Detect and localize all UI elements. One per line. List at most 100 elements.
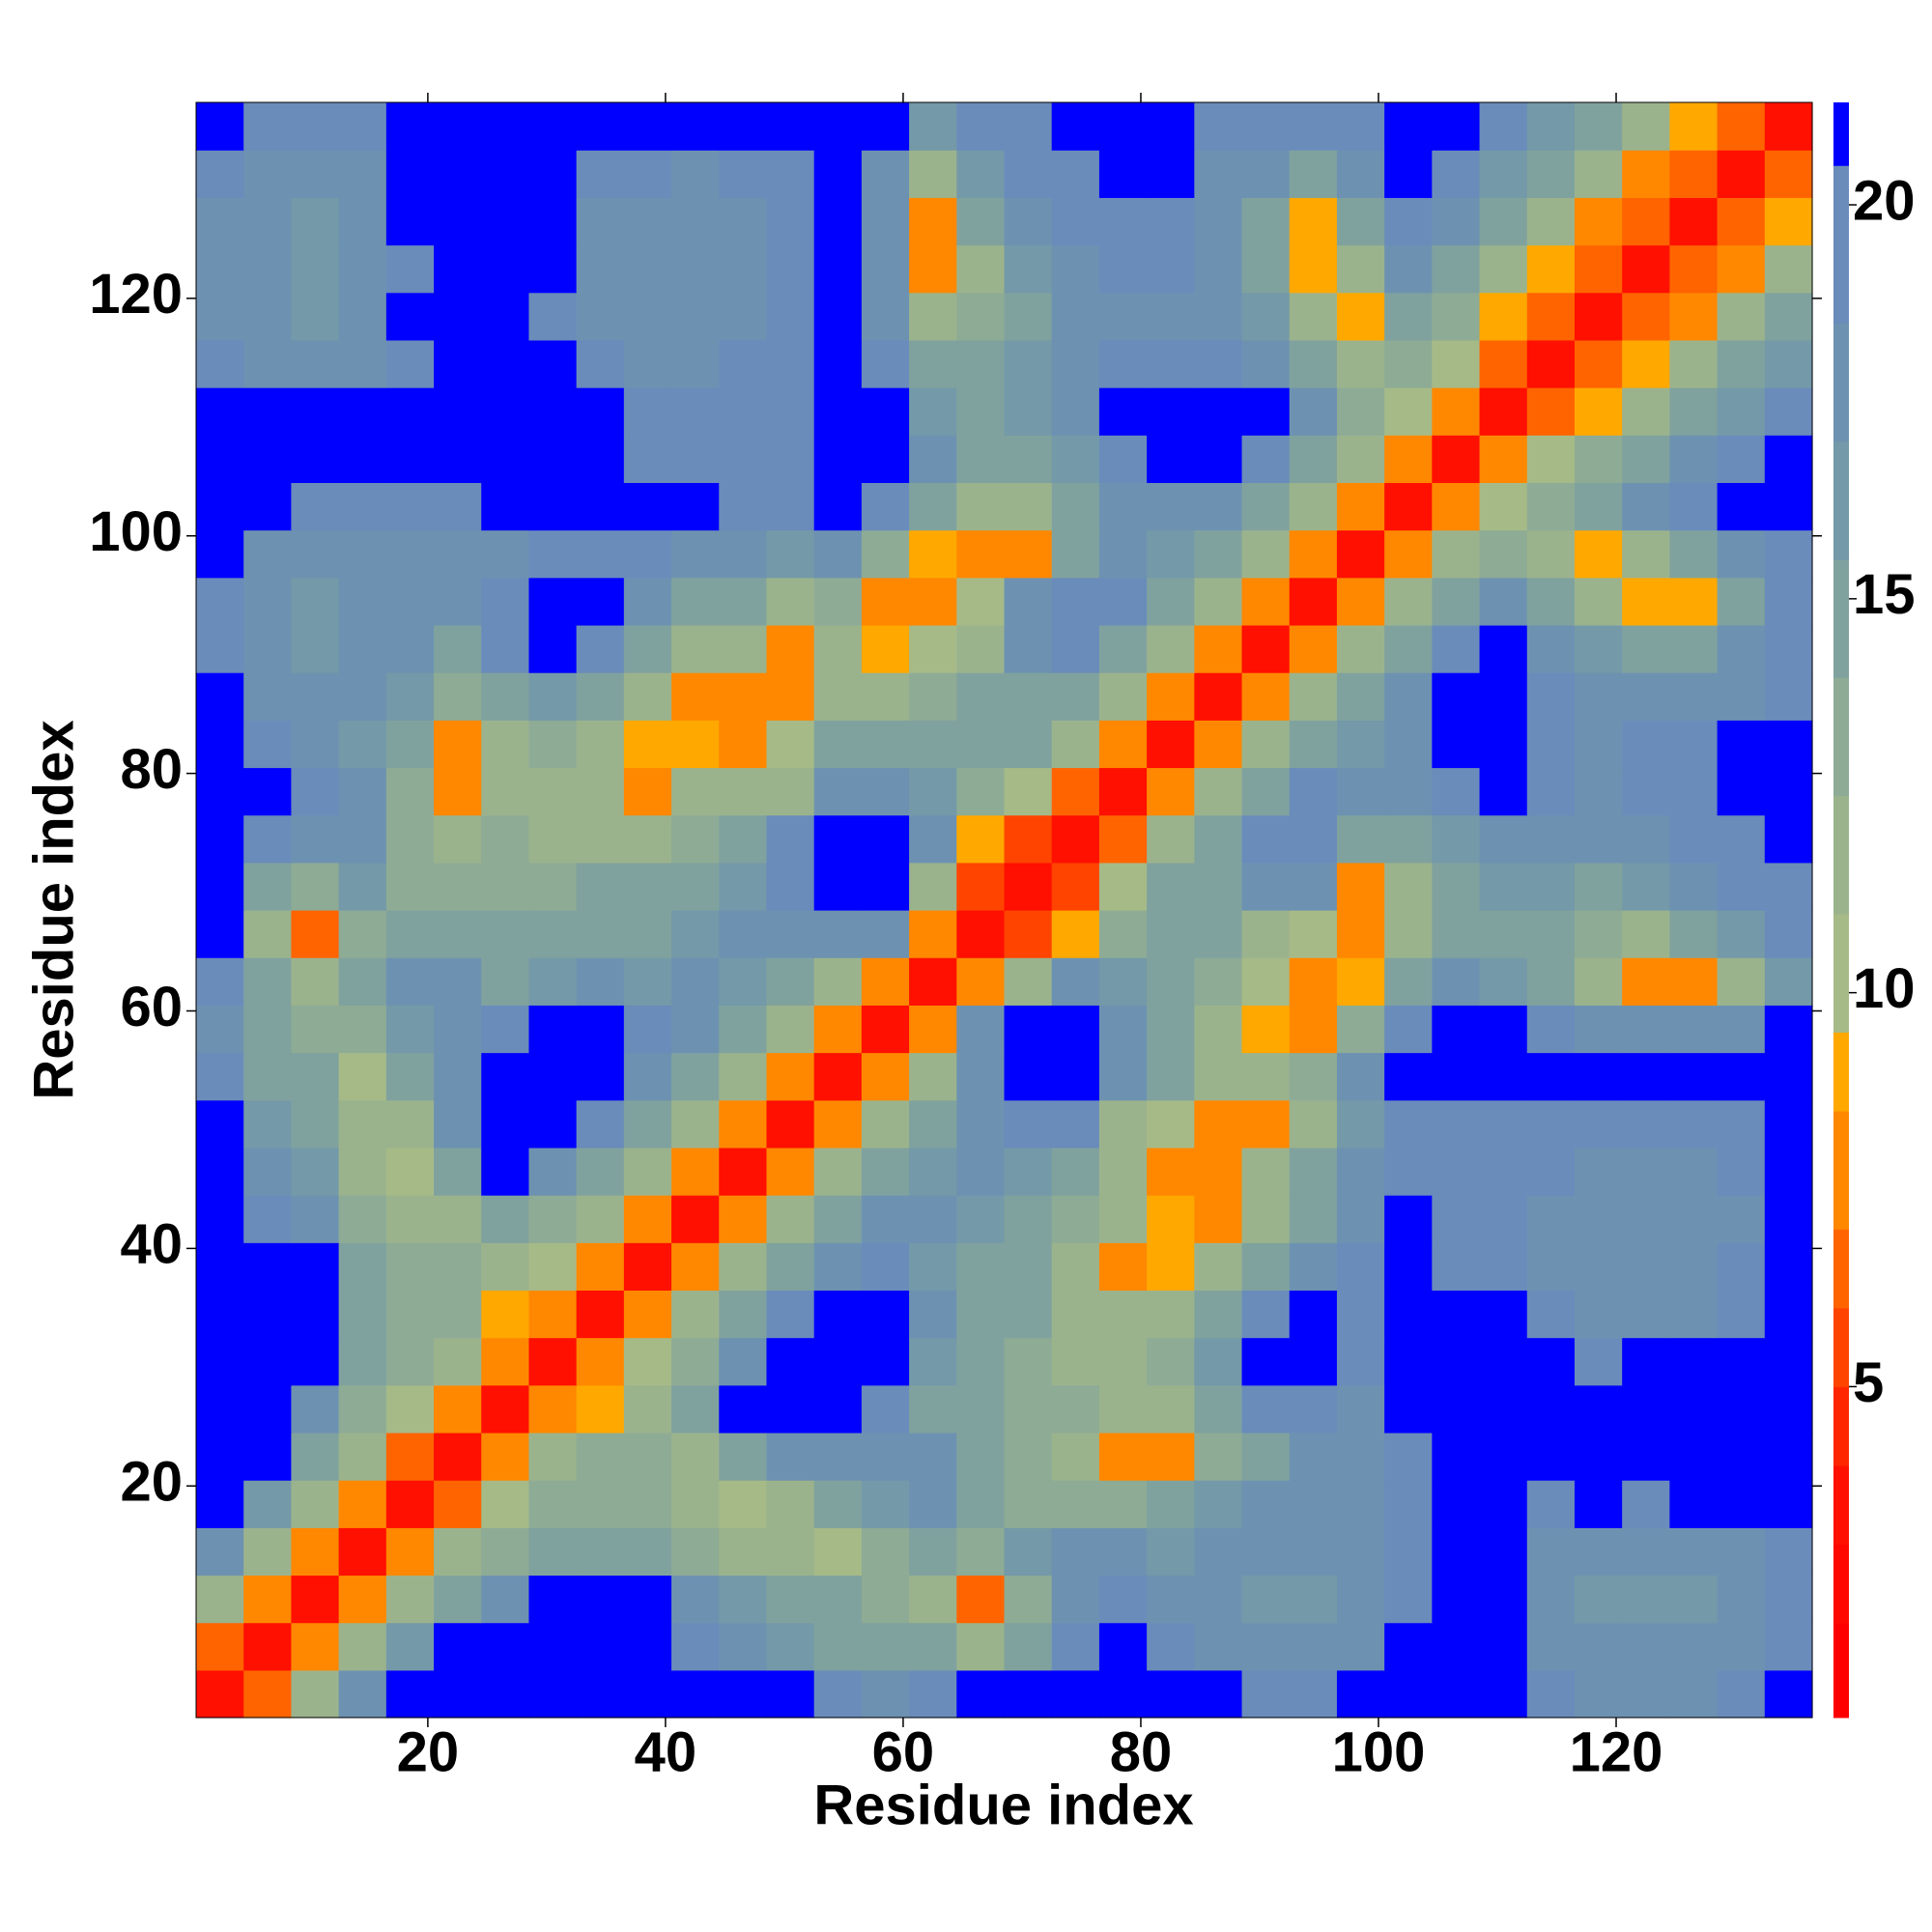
heatmap-cell — [528, 197, 578, 246]
heatmap-cell — [1194, 1147, 1243, 1196]
heatmap-cell — [1669, 1290, 1719, 1339]
heatmap-cell — [1432, 339, 1481, 388]
heatmap-cell — [481, 1432, 530, 1481]
heatmap-cell — [434, 814, 482, 864]
heatmap-cell — [1432, 1575, 1481, 1624]
heatmap-cell — [385, 292, 435, 341]
heatmap-cell — [909, 529, 957, 579]
heatmap-cell — [1194, 1622, 1243, 1671]
heatmap-cell — [1669, 1480, 1719, 1528]
heatmap-cell — [1479, 387, 1528, 436]
heatmap-cell — [623, 1669, 672, 1719]
heatmap-cell — [623, 1575, 672, 1624]
heatmap-cell — [1526, 1432, 1576, 1481]
heatmap-cell — [861, 1005, 910, 1054]
heatmap-cell — [338, 1432, 387, 1481]
x-tick-label: 60 — [872, 1720, 935, 1783]
heatmap-cell — [528, 862, 578, 911]
heatmap-cell — [956, 1575, 1006, 1624]
heatmap-cell — [1717, 1669, 1766, 1719]
heatmap-cell — [196, 1099, 244, 1149]
heatmap-cell — [1479, 1480, 1528, 1528]
heatmap-cell — [861, 482, 910, 531]
heatmap-cell — [1098, 1480, 1148, 1528]
heatmap-cell — [1574, 1622, 1623, 1671]
heatmap-cell — [1479, 1242, 1528, 1292]
heatmap-cell — [1336, 339, 1385, 388]
heatmap-cell — [1241, 1147, 1291, 1196]
heatmap-cell — [1669, 1052, 1719, 1101]
heatmap-cell — [1241, 1099, 1291, 1149]
heatmap-cell — [291, 197, 340, 246]
heatmap-cell — [1526, 150, 1576, 198]
heatmap-cell — [434, 1147, 482, 1196]
heatmap-cell — [528, 150, 578, 198]
heatmap-cell — [1051, 1575, 1100, 1624]
heatmap-cell — [671, 387, 720, 436]
heatmap-cell — [861, 529, 910, 579]
heatmap-cell — [1147, 339, 1195, 388]
heatmap-cell — [1384, 910, 1433, 958]
heatmap-cell — [1336, 1099, 1385, 1149]
heatmap-cell — [1051, 387, 1100, 436]
heatmap-cell — [1051, 862, 1100, 911]
heatmap-cell — [1289, 1669, 1338, 1719]
heatmap-cell — [623, 1527, 672, 1577]
heatmap-cell — [1004, 1622, 1053, 1671]
heatmap-cell — [1241, 1669, 1291, 1719]
heatmap-cell — [196, 1147, 244, 1196]
heatmap-cell — [1051, 957, 1100, 1006]
heatmap-cell — [623, 814, 672, 864]
heatmap-cell — [385, 482, 435, 531]
heatmap-cell — [385, 1575, 435, 1624]
heatmap-cell — [909, 1242, 957, 1292]
heatmap-cell — [1004, 624, 1053, 673]
heatmap-cell — [1147, 1099, 1195, 1149]
heatmap-cell — [671, 720, 720, 769]
heatmap-cell — [1764, 292, 1813, 341]
heatmap-cell — [766, 1147, 815, 1196]
heatmap-cell — [196, 1669, 244, 1719]
heatmap-cell — [623, 1242, 672, 1292]
heatmap-cell — [1289, 1384, 1338, 1434]
heatmap-cell — [1717, 624, 1766, 673]
heatmap-cell — [243, 577, 293, 626]
heatmap-cell — [528, 1337, 578, 1386]
heatmap-cell — [861, 387, 910, 436]
heatmap-cell — [1764, 862, 1813, 911]
heatmap-cell — [1574, 1527, 1623, 1577]
heatmap-cell — [813, 197, 863, 246]
heatmap-cell — [1241, 1052, 1291, 1101]
heatmap-cell — [1336, 1147, 1385, 1196]
heatmap-cell — [909, 1337, 957, 1386]
heatmap-cell — [1098, 672, 1148, 721]
heatmap-cell — [1764, 767, 1813, 816]
heatmap-cell — [434, 1384, 482, 1434]
heatmap-cell — [719, 1384, 768, 1434]
heatmap-cell — [481, 1005, 530, 1054]
heatmap-cell — [1432, 1480, 1481, 1528]
heatmap-cell — [1194, 1052, 1243, 1101]
heatmap-cell — [766, 1005, 815, 1054]
heatmap-cell — [1336, 720, 1385, 769]
heatmap-cell — [813, 767, 863, 816]
heatmap-cell — [1622, 1480, 1670, 1528]
heatmap-cell — [1526, 1195, 1576, 1243]
heatmap-cell — [956, 1242, 1006, 1292]
heatmap-cell — [1051, 1622, 1100, 1671]
heatmap-cell — [1336, 150, 1385, 198]
heatmap-cell — [576, 814, 625, 864]
heatmap-cell — [719, 197, 768, 246]
heatmap-cell — [623, 339, 672, 388]
heatmap-cell — [1051, 814, 1100, 864]
heatmap-cell — [1479, 292, 1528, 341]
heatmap-cell — [623, 197, 672, 246]
heatmap-cell — [1622, 482, 1670, 531]
heatmap-cell — [1241, 1527, 1291, 1577]
heatmap-cell — [956, 720, 1006, 769]
heatmap-cell — [861, 1669, 910, 1719]
heatmap-cell — [623, 1337, 672, 1386]
heatmap-cell — [1004, 1052, 1053, 1101]
heatmap-cell — [1717, 1290, 1766, 1339]
heatmap-cell — [1669, 387, 1719, 436]
